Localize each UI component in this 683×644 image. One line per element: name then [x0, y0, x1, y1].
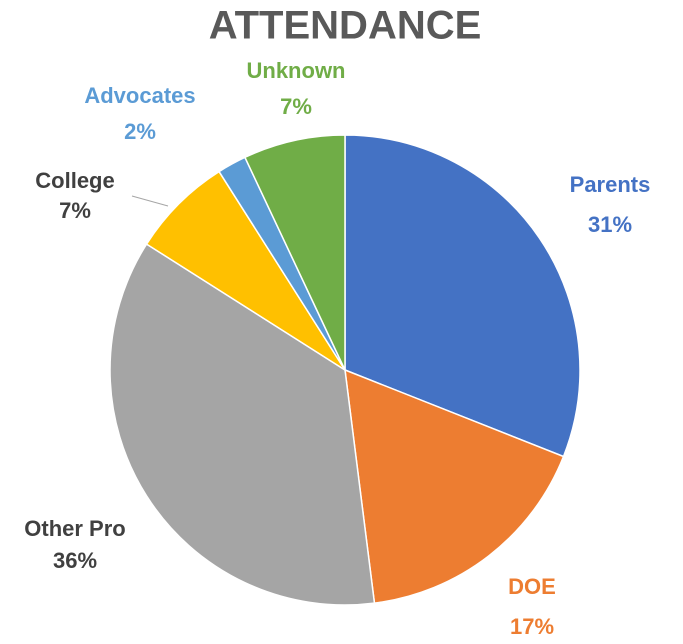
pie-slice: [344, 368, 565, 604]
value-label: 31%: [588, 212, 632, 237]
value-label: 7%: [59, 198, 91, 223]
pie-slice: [145, 170, 346, 371]
leader-line: [131, 195, 169, 207]
chart-title: ATTENDANCE: [209, 4, 482, 48]
slice-label: Unknown: [247, 58, 346, 83]
slice-label: College: [35, 168, 114, 193]
pie-slice: [243, 134, 346, 371]
slice-label: DOE: [508, 574, 556, 599]
value-label: 7%: [280, 94, 312, 119]
value-label: 36%: [53, 548, 97, 573]
pie-slice: [109, 243, 376, 606]
slice-label: Parents: [570, 172, 651, 197]
slice-label: Advocates: [84, 83, 195, 108]
pie-slice: [344, 134, 581, 458]
slice-label: Other Pro: [24, 516, 125, 541]
value-label: 2%: [124, 119, 156, 144]
value-label: 17%: [510, 614, 554, 639]
